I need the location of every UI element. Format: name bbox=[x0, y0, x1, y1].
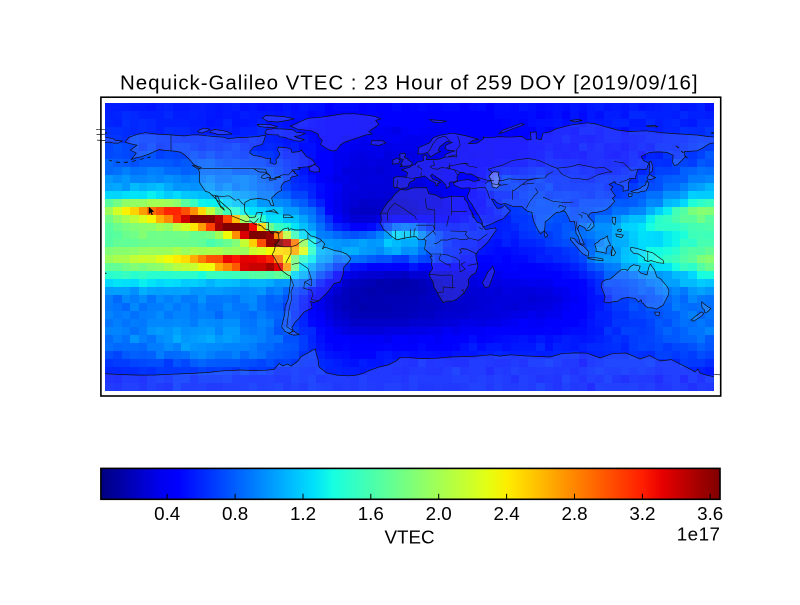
svg-text:Nequick-Galileo VTEC : 23 Hour: Nequick-Galileo VTEC : 23 Hour of 259 DO… bbox=[120, 72, 699, 95]
svg-text:VTEC: VTEC bbox=[384, 526, 434, 547]
svg-text:2.4: 2.4 bbox=[494, 503, 520, 524]
svg-text:0.8: 0.8 bbox=[222, 503, 248, 524]
svg-text:3.2: 3.2 bbox=[629, 503, 655, 524]
svg-text:1e17: 1e17 bbox=[677, 524, 721, 545]
svg-text:0.4: 0.4 bbox=[154, 503, 180, 524]
svg-text:2.0: 2.0 bbox=[426, 503, 452, 524]
svg-text:2.8: 2.8 bbox=[561, 503, 587, 524]
svg-text:1.6: 1.6 bbox=[358, 503, 384, 524]
svg-text:3.6: 3.6 bbox=[697, 503, 723, 524]
svg-text:1.2: 1.2 bbox=[290, 503, 316, 524]
